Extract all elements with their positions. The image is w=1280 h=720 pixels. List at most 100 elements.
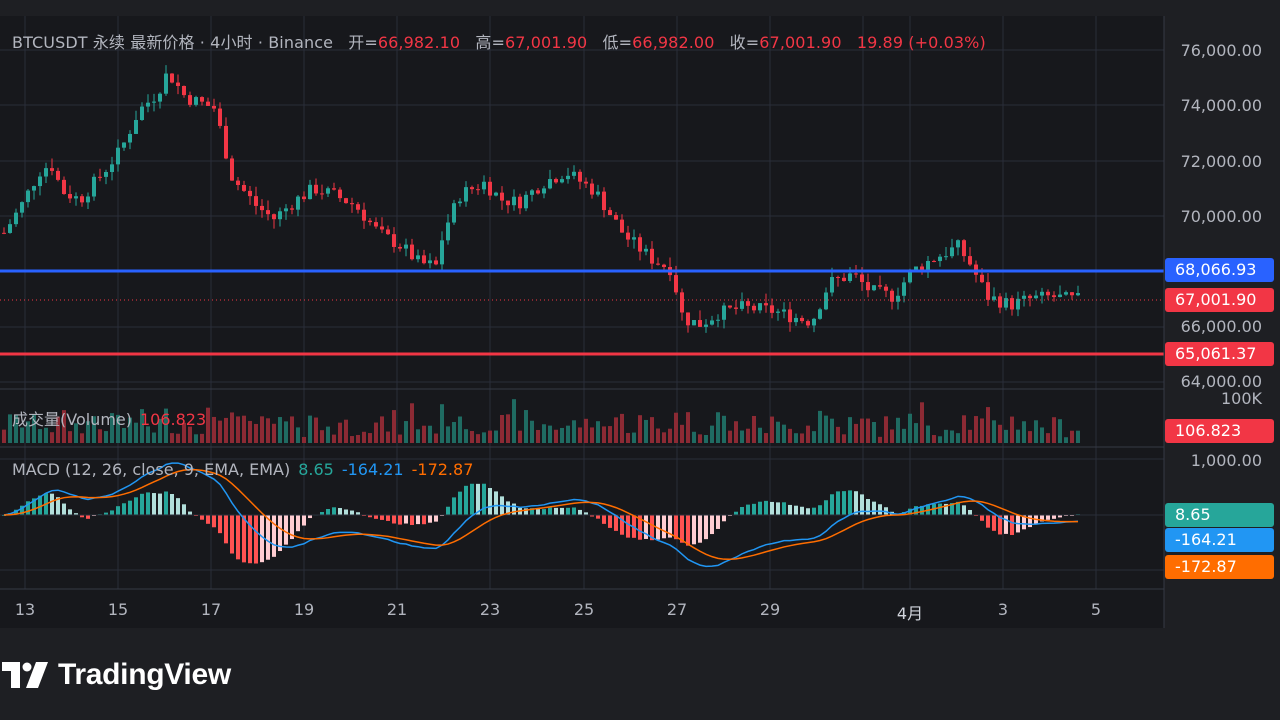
candle-body: [626, 232, 630, 240]
volume-bar: [1028, 431, 1032, 443]
macd-hist-bar: [602, 515, 606, 524]
candle-body: [332, 188, 336, 190]
candle-body: [110, 164, 114, 173]
symbol-title[interactable]: BTCUSDT 永续 最新价格 · 4小时 · Binance: [12, 33, 334, 52]
volume-bar: [518, 430, 522, 443]
time-axis-label-month: 4月: [896, 604, 924, 623]
blue-line-price-tag[interactable]: 68,066.93: [1165, 258, 1274, 282]
volume-legend[interactable]: 成交量(Volume) 106.823: [12, 406, 206, 430]
candle-body: [752, 305, 756, 311]
macd-hist-bar: [20, 505, 24, 515]
volume-bar: [1010, 416, 1014, 443]
volume-bar: [848, 417, 852, 443]
volume-bar: [164, 408, 168, 443]
macd-hist-bar: [608, 515, 612, 528]
macd-hist-bar: [584, 512, 588, 515]
candle-body: [716, 319, 720, 321]
candle-body: [362, 209, 366, 221]
macd-hist-bar: [674, 515, 678, 540]
candle-body: [554, 179, 558, 183]
macd-hist-bar: [110, 510, 114, 515]
volume-bar: [770, 416, 774, 443]
macd-hist-bar: [482, 483, 486, 515]
volume-bar: [470, 430, 474, 443]
macd-hist-bar: [908, 508, 912, 515]
candle-body: [1004, 298, 1008, 308]
macd-hist-bar: [548, 507, 552, 515]
macd-hist-bar: [116, 506, 120, 515]
macd-hist-bar: [332, 507, 336, 515]
macd-hist-bar: [560, 507, 564, 515]
volume-bar: [998, 424, 1002, 443]
candle-body: [350, 203, 354, 205]
macd-hist-bar: [878, 504, 882, 515]
volume-bar: [416, 429, 420, 443]
volume-bar: [146, 426, 150, 443]
macd-hist-bar: [290, 515, 294, 540]
volume-bar: [818, 410, 822, 443]
open-value: 66,982.10: [377, 33, 461, 52]
volume-bar: [2, 429, 6, 443]
candle-body: [464, 187, 468, 202]
volume-bar: [512, 399, 516, 443]
macd-hist-bar: [950, 503, 954, 515]
volume-bar: [776, 421, 780, 443]
volume-bar: [884, 416, 888, 443]
macd-hist-bar: [260, 515, 264, 563]
candle-body: [470, 187, 474, 190]
macd-line-tag[interactable]: -164.21: [1165, 528, 1274, 552]
volume-bar: [566, 425, 570, 443]
volume-bar: [602, 426, 606, 443]
candle-body: [746, 301, 750, 306]
time-axis-label: 29: [759, 600, 781, 619]
candle-body: [590, 183, 594, 195]
macd-hist-bar: [302, 515, 306, 526]
tradingview-logo[interactable]: TradingView: [2, 657, 231, 693]
last-price-tag[interactable]: 67,001.90: [1165, 288, 1274, 312]
time-axis-label: 23: [479, 600, 501, 619]
macd-hist-bar: [278, 515, 282, 552]
volume-bar: [1040, 427, 1044, 443]
volume-bar: [752, 415, 756, 443]
volume-bar: [716, 412, 720, 443]
macd-hist-bar: [182, 504, 186, 515]
candle-body: [1058, 294, 1062, 298]
candle-body: [956, 240, 960, 248]
macd-hist-bar: [392, 515, 396, 524]
candle-body: [1022, 295, 1026, 299]
candle-body: [176, 82, 180, 86]
macd-legend[interactable]: MACD (12, 26, close, 9, EMA, EMA) 8.65 -16…: [12, 460, 473, 479]
volume-bar: [170, 433, 174, 443]
macd-hist-bar: [230, 515, 234, 554]
macd-hist-bar: [836, 491, 840, 515]
candle-body: [932, 260, 936, 262]
symbol-legend[interactable]: BTCUSDT 永续 最新价格 · 4小时 · Binance 开=66,982…: [12, 29, 986, 53]
macd-hist-bar: [236, 515, 240, 560]
volume-bar: [1058, 419, 1062, 443]
volume-tag[interactable]: 106.823: [1165, 419, 1274, 443]
macd-hist-bar: [356, 512, 360, 515]
volume-bar: [1070, 430, 1074, 443]
volume-bar: [62, 410, 66, 443]
macd-hist-bar: [158, 493, 162, 515]
candle-body: [128, 133, 132, 143]
macd-hist-tag[interactable]: 8.65: [1165, 503, 1274, 527]
candle-body: [812, 318, 816, 326]
macd-hist-bar: [692, 515, 696, 545]
red-line-price-tag[interactable]: 65,061.37: [1165, 342, 1274, 366]
volume-bar: [218, 420, 222, 443]
macd-hist-bar: [458, 491, 462, 515]
candle-body: [866, 282, 870, 291]
macd-hist-bar: [368, 515, 372, 518]
low-value: 66,982.00: [632, 33, 715, 52]
volume-bar: [1022, 421, 1026, 443]
macd-signal-tag[interactable]: -172.87: [1165, 555, 1274, 579]
volume-bar: [482, 432, 486, 443]
candle-body: [230, 158, 234, 181]
volume-bar: [80, 433, 84, 443]
candle-body: [1034, 295, 1038, 299]
candle-body: [206, 101, 210, 106]
macd-hist-bar: [248, 515, 252, 564]
macd-hist-value: 8.65: [298, 460, 334, 479]
